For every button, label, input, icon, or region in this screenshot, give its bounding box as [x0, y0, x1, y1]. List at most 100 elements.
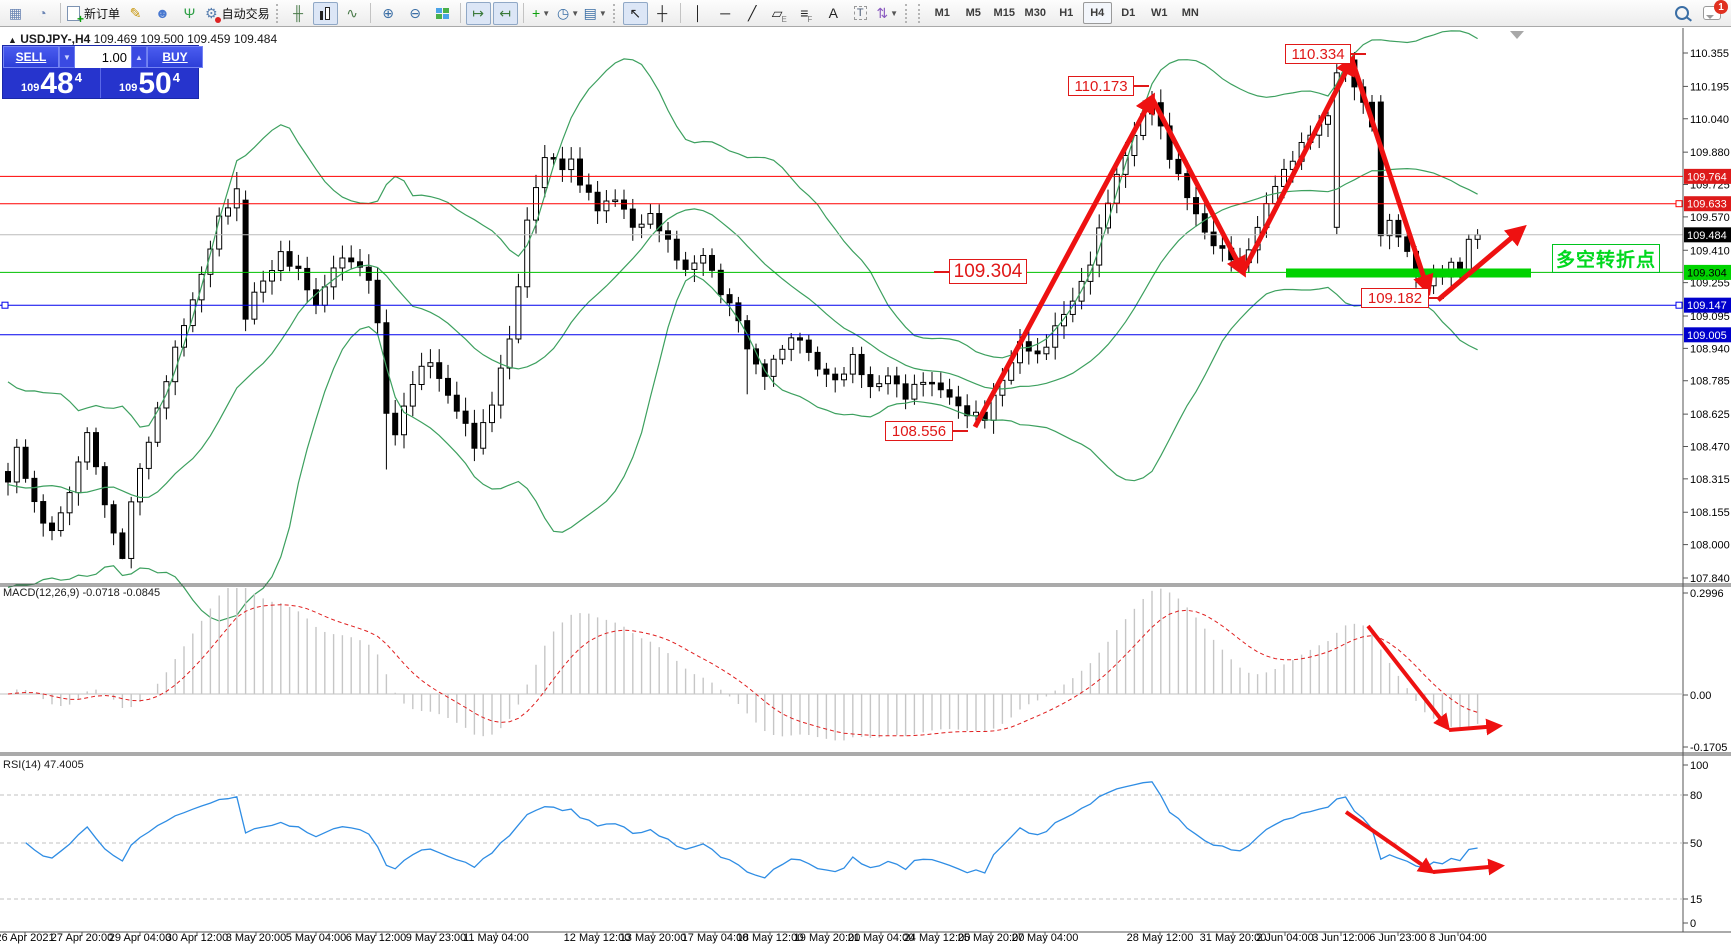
svg-text:11 May 04:00: 11 May 04:00	[463, 932, 529, 944]
volume-increase-button[interactable]: ▲	[131, 46, 147, 68]
buy-price[interactable]: 109 50 4	[100, 68, 198, 99]
auto-scroll-icon[interactable]: ↦	[465, 1, 491, 25]
periods-icon[interactable]: ◷ ▼	[556, 2, 581, 25]
community-icon[interactable]: ☻	[150, 2, 175, 25]
timeframe-m30-button[interactable]: M30	[1024, 7, 1046, 19]
red-zigzag-arrows[interactable]	[972, 54, 1527, 429]
candle	[1377, 101, 1384, 237]
timeframe-h4-button[interactable]: H4	[1082, 2, 1112, 24]
zoom-out-icon[interactable]: ⊖	[403, 2, 428, 25]
buy-button[interactable]: BUY	[147, 46, 203, 68]
toolbar-drag-handle[interactable]	[612, 3, 618, 23]
fibonacci-icon[interactable]: ≡ F	[800, 5, 813, 24]
svg-text:15: 15	[1690, 894, 1702, 906]
horizontal-lines[interactable]	[0, 175, 1683, 336]
candlestick-chart-icon[interactable]	[312, 1, 338, 25]
line-chart-icon[interactable]: ∿	[340, 2, 365, 25]
candle	[445, 377, 451, 396]
bull-bear-turning-point-note[interactable]: 多空转折点	[1552, 244, 1661, 273]
rsi-indicator-label: RSI(14) 47.4005	[3, 759, 84, 771]
equidistant-channel-icon[interactable]: ▱ E	[771, 5, 787, 24]
toolbar-drag-handle[interactable]	[917, 3, 923, 23]
timeframe-m15-button[interactable]: M15	[993, 7, 1015, 19]
signals-icon[interactable]: Ψ	[177, 2, 202, 25]
macd-red-arrow[interactable]	[1366, 624, 1451, 731]
candle	[242, 199, 249, 320]
timeframe-h1-button[interactable]: H1	[1059, 7, 1074, 19]
trend-arrow	[1240, 54, 1355, 274]
dropdown-arrow-icon[interactable]: ▼	[542, 8, 551, 18]
sell-price[interactable]: 109 48 4	[21, 67, 82, 100]
chart-shift-marker-icon[interactable]	[1510, 31, 1524, 39]
hline-handle[interactable]	[1675, 200, 1683, 208]
timeframe-m1-button[interactable]: M1	[934, 7, 950, 19]
collapse-arrow-icon[interactable]: ▲	[8, 35, 17, 45]
candle	[225, 207, 231, 217]
vertical-line-icon[interactable]: │	[686, 2, 711, 25]
crosshair-icon[interactable]: ┼	[650, 2, 675, 25]
candle	[709, 254, 715, 271]
candle	[110, 504, 117, 534]
trend-arrow	[1349, 59, 1434, 296]
price-annotation-108.556[interactable]: 108.556	[885, 421, 953, 441]
arrows-object-icon[interactable]: ⇅ ▼	[875, 2, 900, 25]
horizontal-line-icon[interactable]: ─	[713, 2, 738, 25]
candle	[427, 362, 434, 367]
volume-decrease-button[interactable]: ▼	[59, 46, 75, 68]
bollinger-bands	[7, 30, 1478, 622]
text-label-icon[interactable]: T	[848, 2, 873, 25]
price-annotation-109.304[interactable]: 109.304	[949, 259, 1027, 284]
zoom-in-icon[interactable]: ⊕	[376, 2, 401, 25]
indicators-icon[interactable]: + ▼	[529, 2, 554, 25]
chart-shift-icon[interactable]: ↤	[492, 1, 518, 25]
strategy-tester-icon[interactable]: ◔	[30, 2, 55, 25]
svg-text:0: 0	[1690, 918, 1696, 930]
toolbar-drag-handle[interactable]	[275, 3, 281, 23]
autotrading-icon[interactable]: ⚙ 自动交易	[204, 2, 271, 25]
toolbar-drag-handle[interactable]	[904, 3, 910, 23]
notifications-icon[interactable]: 1	[1703, 0, 1728, 20]
timeframe-mn-button[interactable]: MN	[1181, 7, 1199, 19]
dropdown-arrow-icon[interactable]: ▼	[598, 8, 607, 18]
chart-window-icon[interactable]: ▦	[3, 2, 28, 25]
candle	[295, 265, 302, 269]
candle	[1474, 234, 1481, 240]
search-icon[interactable]	[1675, 6, 1689, 20]
hline-handle[interactable]	[1, 301, 9, 309]
trendline-icon[interactable]: ╱	[740, 2, 765, 25]
text-icon[interactable]: A	[821, 2, 846, 25]
volume-input[interactable]	[75, 46, 131, 68]
candle	[1386, 219, 1393, 237]
dropdown-arrow-icon[interactable]: ▼	[890, 8, 899, 18]
candle	[31, 477, 38, 503]
price-annotation-110.334[interactable]: 110.334	[1285, 44, 1351, 64]
price-annotation-109.182[interactable]: 109.182	[1361, 288, 1429, 308]
candle	[5, 471, 11, 483]
candle	[409, 384, 416, 407]
sell-button[interactable]: SELL	[3, 46, 59, 68]
templates-icon[interactable]: ▤ ▼	[583, 2, 608, 25]
new-order-icon[interactable]: 新订单	[66, 2, 121, 26]
timeframe-w1-button[interactable]: W1	[1151, 7, 1168, 19]
candle	[66, 492, 73, 514]
dropdown-arrow-icon[interactable]: ▼	[571, 8, 580, 18]
macd-red-arrow[interactable]	[1448, 718, 1504, 736]
timeframe-m5-button[interactable]: M5	[965, 7, 981, 19]
rsi-red-arrow[interactable]	[1432, 858, 1506, 876]
candle	[489, 404, 495, 424]
price-annotation-110.173[interactable]: 110.173	[1068, 76, 1134, 96]
candle	[524, 219, 531, 288]
candle	[832, 373, 839, 381]
svg-text:108.940: 108.940	[1690, 343, 1730, 355]
rsi-red-arrow[interactable]	[1344, 810, 1436, 874]
bar-chart-icon[interactable]: ╫	[286, 2, 311, 25]
trend-arrow	[972, 92, 1155, 429]
tile-windows-icon[interactable]	[430, 2, 455, 25]
cursor-icon[interactable]: ↖	[622, 1, 648, 25]
hline-handle[interactable]	[1675, 301, 1683, 309]
metaeditor-icon[interactable]: ✎	[123, 2, 148, 25]
candle	[233, 188, 240, 209]
candle	[726, 294, 733, 304]
svg-text:109.633: 109.633	[1687, 199, 1727, 211]
timeframe-d1-button[interactable]: D1	[1121, 7, 1136, 19]
